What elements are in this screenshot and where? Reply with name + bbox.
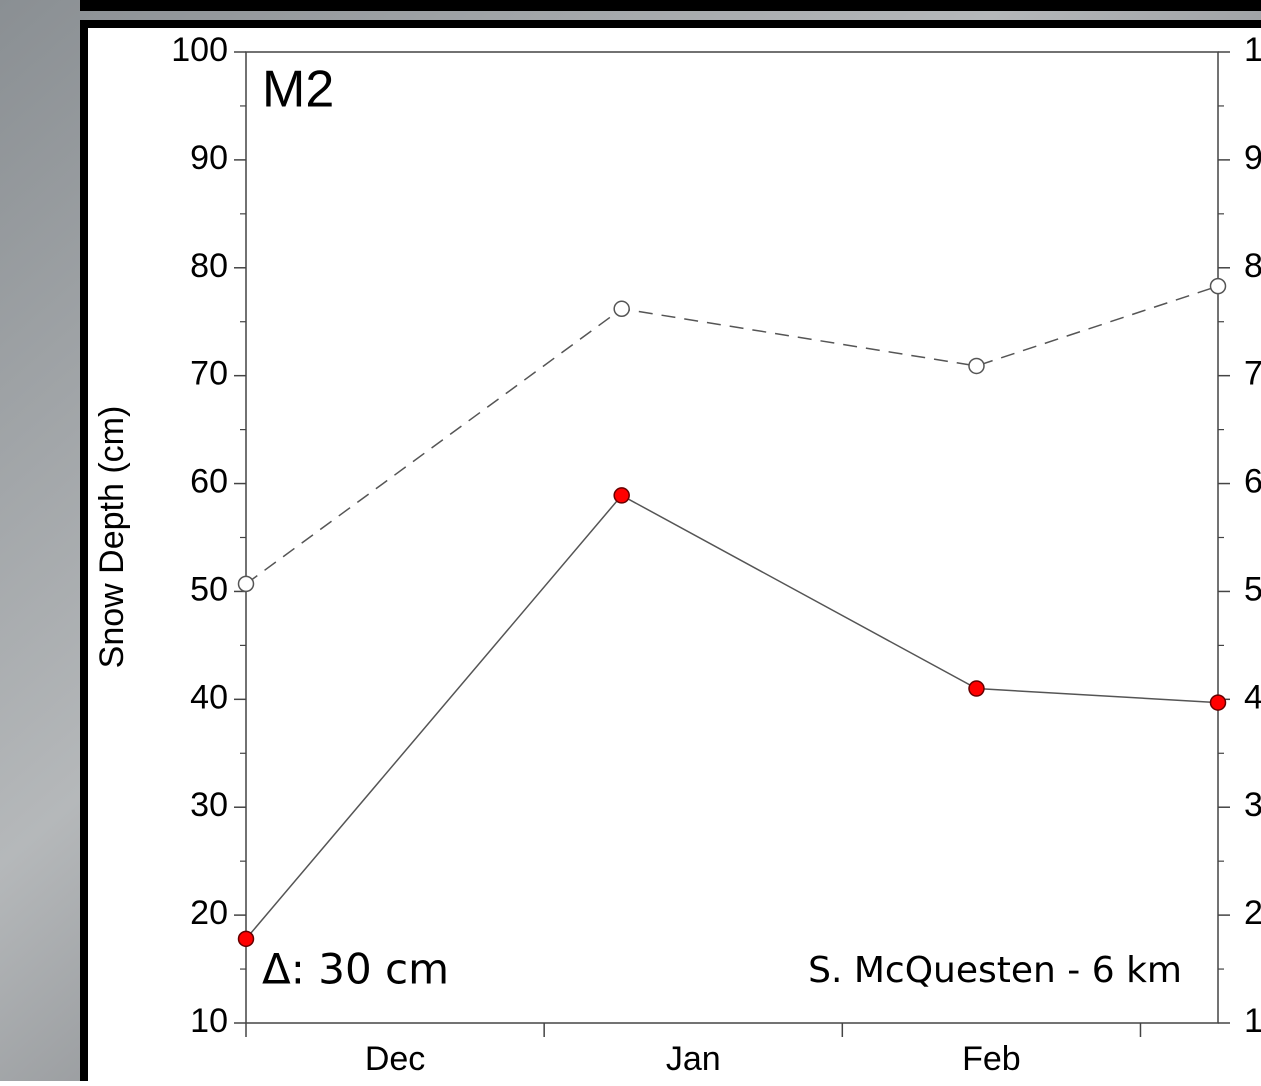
y2-tick-label: 90 <box>1244 139 1261 177</box>
data-point <box>237 575 255 593</box>
data-point <box>968 357 985 375</box>
y2-tick-label: 70 <box>1244 355 1261 393</box>
panel-label: M2 <box>262 61 334 119</box>
data-point <box>968 680 985 697</box>
x-tick-label: Dec <box>365 1040 425 1078</box>
y-tick-label: 40 <box>190 678 228 716</box>
y2-tick-label: 30 <box>1244 786 1261 824</box>
frame-top <box>80 0 1261 11</box>
y2-tick-label: 10 <box>1244 1002 1261 1040</box>
y-tick-label: 50 <box>190 570 228 608</box>
y-tick-label: 100 <box>171 31 228 69</box>
data-point <box>1209 277 1227 295</box>
y-tick-label: 80 <box>190 247 228 285</box>
y2-tick-label: 50 <box>1244 570 1261 608</box>
series-line <box>245 285 1219 585</box>
y-tick-label: 60 <box>190 463 228 501</box>
panel <box>88 28 1261 1081</box>
annotation: Δ: 30 cm <box>262 945 449 994</box>
y-tick-label: 90 <box>190 139 228 177</box>
y2-tick-label: 100 <box>1244 31 1261 69</box>
y-axis-label: Snow Depth (cm) <box>93 406 131 669</box>
annotation: S. McQuesten - 6 km <box>808 950 1182 991</box>
y-tick-label: 10 <box>190 1002 228 1040</box>
data-point <box>613 300 630 318</box>
y-tick-label: 70 <box>190 355 228 393</box>
y2-tick-label: 20 <box>1244 894 1261 932</box>
x-tick-label: Jan <box>666 1040 721 1078</box>
y-tick-label: 20 <box>190 894 228 932</box>
y2-tick-label: 60 <box>1244 463 1261 501</box>
y2-tick-label: 80 <box>1244 247 1261 285</box>
y-tick-label: 30 <box>190 786 228 824</box>
y2-tick-label: 40 <box>1244 678 1261 716</box>
x-tick-label: Feb <box>962 1040 1021 1078</box>
data-point <box>1209 694 1227 711</box>
data-point <box>237 930 255 948</box>
data-point <box>613 487 630 504</box>
series-line <box>245 494 1219 940</box>
